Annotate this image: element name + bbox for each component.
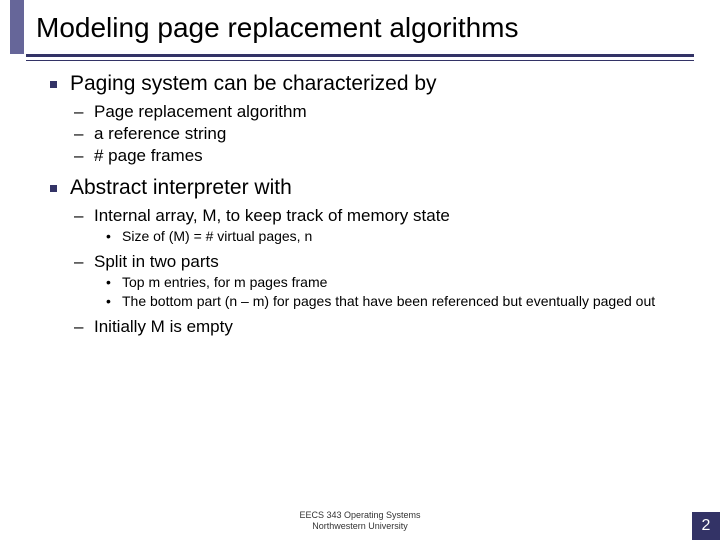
bullet-lvl2: – a reference string	[74, 124, 690, 144]
footer-line1: EECS 343 Operating Systems	[0, 510, 720, 521]
dash-bullet-icon: –	[74, 317, 83, 337]
dash-bullet-icon: –	[74, 124, 83, 144]
bullet-lvl2: – Initially M is empty	[74, 317, 690, 337]
dash-bullet-icon: –	[74, 206, 83, 226]
title-area: Modeling page replacement algorithms	[0, 0, 720, 44]
bullet-text: # page frames	[94, 146, 203, 165]
slide-footer: EECS 343 Operating Systems Northwestern …	[0, 510, 720, 532]
bullet-text: Split in two parts	[94, 252, 219, 271]
bullet-text: Abstract interpreter with	[70, 176, 292, 199]
bullet-lvl2: – Internal array, M, to keep track of me…	[74, 206, 690, 226]
dash-bullet-icon: –	[74, 102, 83, 122]
footer-line2: Northwestern University	[0, 521, 720, 532]
square-bullet-icon	[50, 185, 57, 192]
square-bullet-icon	[50, 81, 57, 88]
left-accent-bar	[10, 0, 24, 54]
slide: Modeling page replacement algorithms Pag…	[0, 0, 720, 540]
bullet-text: Page replacement algorithm	[94, 102, 307, 121]
bullet-lvl2: – Split in two parts	[74, 252, 690, 272]
slide-title: Modeling page replacement algorithms	[36, 12, 720, 44]
bullet-lvl3: • Size of (M) = # virtual pages, n	[106, 228, 690, 246]
bullet-text: The bottom part (n – m) for pages that h…	[122, 293, 655, 309]
dot-bullet-icon: •	[106, 274, 111, 292]
dash-bullet-icon: –	[74, 252, 83, 272]
page-number: 2	[692, 512, 720, 540]
bullet-text: a reference string	[94, 124, 226, 143]
dash-bullet-icon: –	[74, 146, 83, 166]
bullet-lvl2: – # page frames	[74, 146, 690, 166]
title-underline	[26, 54, 694, 57]
bullet-text: Size of (M) = # virtual pages, n	[122, 228, 312, 244]
bullet-lvl1: Abstract interpreter with	[50, 176, 690, 200]
dot-bullet-icon: •	[106, 228, 111, 246]
bullet-lvl3: • The bottom part (n – m) for pages that…	[106, 293, 690, 311]
content-body: Paging system can be characterized by – …	[50, 72, 690, 339]
dot-bullet-icon: •	[106, 293, 111, 311]
bullet-lvl2: – Page replacement algorithm	[74, 102, 690, 122]
bullet-lvl1: Paging system can be characterized by	[50, 72, 690, 96]
bullet-text: Initially M is empty	[94, 317, 233, 336]
bullet-text: Top m entries, for m pages frame	[122, 274, 327, 290]
bullet-text: Paging system can be characterized by	[70, 72, 437, 95]
bullet-text: Internal array, M, to keep track of memo…	[94, 206, 450, 225]
bullet-lvl3: • Top m entries, for m pages frame	[106, 274, 690, 292]
